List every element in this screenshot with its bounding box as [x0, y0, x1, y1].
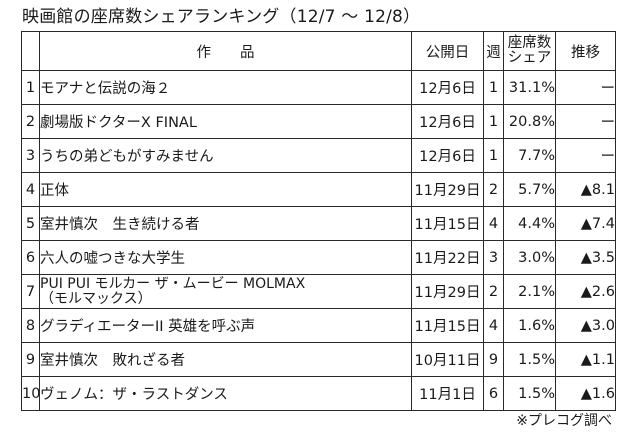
week-cell: 2: [483, 172, 504, 207]
release-date-cell: 12月6日: [411, 104, 484, 139]
rank-cell: 1: [21, 70, 40, 105]
release-date-cell: 11月15日: [411, 308, 484, 343]
table-row: 2 劇場版ドクターX FINAL 12月6日 1 20.8% ー: [21, 104, 616, 139]
title-text: 六人の嘘つきな大学生: [40, 251, 186, 267]
week-cell: 3: [483, 240, 504, 275]
rank-cell: 3: [21, 138, 40, 173]
week-cell: 1: [483, 104, 504, 139]
seat-share-cell: 7.7%: [503, 138, 556, 173]
trend-cell: ▲8.1: [555, 172, 616, 207]
seat-share-cell: 20.8%: [503, 104, 556, 139]
title-cell: 室井慎次 敗れざる者: [39, 342, 412, 377]
title-cell: PUI PUI モルカー ザ・ムービー MOLMAX （モルマックス）: [39, 274, 412, 309]
release-date-cell: 11月15日: [411, 206, 484, 241]
header-trend: 推移: [555, 31, 616, 71]
week-cell: 1: [483, 138, 504, 173]
title-text: ヴェノム：ザ・ラストダンス: [40, 387, 228, 403]
source-note: ※プレコグ調べ: [516, 413, 612, 429]
trend-cell: ▲1.1: [555, 342, 616, 377]
trend-cell: ▲7.4: [555, 206, 616, 241]
week-cell: 1: [483, 70, 504, 105]
title-cell: 六人の嘘つきな大学生: [39, 240, 412, 275]
release-date-cell: 10月11日: [411, 342, 484, 377]
header-seat-share-line1: 座席数: [507, 35, 552, 51]
rank-cell: 6: [21, 240, 40, 275]
release-date-cell: 12月6日: [411, 70, 484, 105]
title-cell: ヴェノム：ザ・ラストダンス: [39, 376, 412, 411]
seat-share-cell: 2.1%: [503, 274, 556, 309]
title-text: うちの弟どもがすみません: [40, 149, 214, 165]
title-text: 劇場版ドクターX FINAL: [40, 115, 197, 131]
seat-share-cell: 5.7%: [503, 172, 556, 207]
header-week: 週: [483, 31, 504, 71]
seat-share-cell: 1.6%: [503, 308, 556, 343]
rank-cell: 2: [21, 104, 40, 139]
ranking-title: 映画館の座席数シェアランキング（12/7 ～ 12/8）: [22, 7, 421, 27]
seat-share-cell: 3.0%: [503, 240, 556, 275]
seat-share-cell: 1.5%: [503, 376, 556, 411]
table-row: 1 モアナと伝説の海２ 12月6日 1 31.1% ー: [21, 70, 616, 105]
seat-share-cell: 4.4%: [503, 206, 556, 241]
header-seat-share-line2: シェア: [507, 50, 552, 66]
rank-cell: 4: [21, 172, 40, 207]
table-row: 7 PUI PUI モルカー ザ・ムービー MOLMAX （モルマックス） 11月29…: [21, 274, 616, 309]
table-row: 8 グラディエーターII 英雄を呼ぶ声 11月15日 4 1.6% ▲3.0: [21, 308, 616, 343]
release-date-cell: 12月6日: [411, 138, 484, 173]
table-row: 4 正体 11月29日 2 5.7% ▲8.1: [21, 172, 616, 207]
week-cell: 4: [483, 308, 504, 343]
week-cell: 4: [483, 206, 504, 241]
release-date-cell: 11月29日: [411, 274, 484, 309]
trend-cell: ▲2.6: [555, 274, 616, 309]
release-date-cell: 11月29日: [411, 172, 484, 207]
header-release-date: 公開日: [411, 31, 484, 71]
title-text: PUI PUI モルカー ザ・ムービー MOLMAX: [40, 275, 306, 292]
title-cell: うちの弟どもがすみません: [39, 138, 412, 173]
title-text: 室井慎次 生き続ける者: [40, 217, 200, 233]
release-date-cell: 11月1日: [411, 376, 484, 411]
ranking-table: 作 品 公開日 週 座席数 シェア 推移 1 モアナと伝説の海２ 12月6日 1 31.…: [21, 31, 616, 411]
week-cell: 2: [483, 274, 504, 309]
header-title: 作 品: [39, 31, 412, 71]
title-cell: モアナと伝説の海２: [39, 70, 412, 105]
release-date-cell: 11月22日: [411, 240, 484, 275]
title-subtext: （モルマックス）: [40, 290, 152, 307]
rank-cell: 9: [21, 342, 40, 377]
title-text: 室井慎次 敗れざる者: [40, 353, 186, 369]
title-text: 正体: [40, 183, 70, 199]
table-row: 9 室井慎次 敗れざる者 10月11日 9 1.5% ▲1.1: [21, 342, 616, 377]
header-rank: [21, 31, 40, 71]
week-cell: 9: [483, 342, 504, 377]
trend-cell: ー: [555, 138, 616, 173]
week-cell: 6: [483, 376, 504, 411]
header-seat-share: 座席数 シェア: [503, 31, 556, 71]
rank-cell: 8: [21, 308, 40, 343]
title-text: グラディエーターII 英雄を呼ぶ声: [40, 319, 256, 335]
table-header-row: 作 品 公開日 週 座席数 シェア 推移: [21, 31, 616, 71]
title-cell: グラディエーターII 英雄を呼ぶ声: [39, 308, 412, 343]
ranking-body: 1 モアナと伝説の海２ 12月6日 1 31.1% ー 2 劇場版ドクターX FINAL 12月…: [21, 70, 616, 411]
rank-cell: 7: [21, 274, 40, 309]
trend-cell: ▲1.6: [555, 376, 616, 411]
trend-cell: ▲3.0: [555, 308, 616, 343]
trend-cell: ー: [555, 70, 616, 105]
title-cell: 正体: [39, 172, 412, 207]
trend-cell: ー: [555, 104, 616, 139]
trend-cell: ▲3.5: [555, 240, 616, 275]
seat-share-cell: 31.1%: [503, 70, 556, 105]
rank-cell: 10: [21, 376, 40, 411]
title-text: モアナと伝説の海２: [40, 81, 171, 97]
title-cell: 室井慎次 生き続ける者: [39, 206, 412, 241]
table-row: 5 室井慎次 生き続ける者 11月15日 4 4.4% ▲7.4: [21, 206, 616, 241]
title-cell: 劇場版ドクターX FINAL: [39, 104, 412, 139]
rank-cell: 5: [21, 206, 40, 241]
seat-share-cell: 1.5%: [503, 342, 556, 377]
table-row: 3 うちの弟どもがすみません 12月6日 1 7.7% ー: [21, 138, 616, 173]
table-row: 10 ヴェノム：ザ・ラストダンス 11月1日 6 1.5% ▲1.6: [21, 376, 616, 411]
table-row: 6 六人の嘘つきな大学生 11月22日 3 3.0% ▲3.5: [21, 240, 616, 275]
